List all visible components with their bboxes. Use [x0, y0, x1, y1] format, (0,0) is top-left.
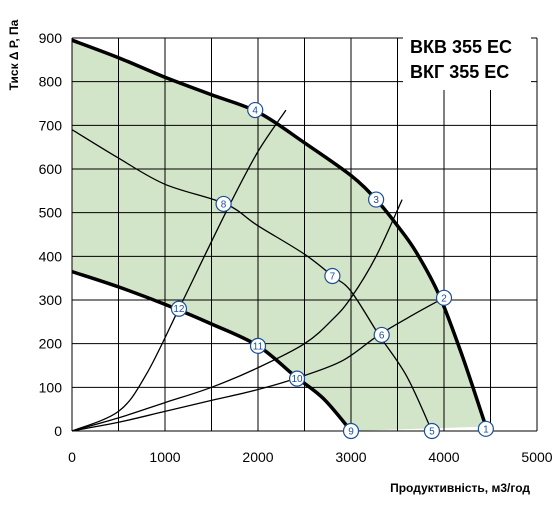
marker-11: 11 [249, 337, 267, 354]
x-axis-title: Продуктивність, м3/год [390, 481, 530, 495]
marker-circle [373, 326, 390, 344]
min-speed-curve [71, 269, 353, 433]
marker-12: 12 [170, 300, 188, 317]
marker-9: 9 [342, 422, 360, 440]
model-label-box [403, 30, 531, 90]
marker-label: 3 [373, 195, 379, 206]
marker-circle [249, 337, 267, 354]
x-tick-label: 0 [68, 449, 76, 465]
x-tick-label: 5000 [521, 449, 552, 465]
performance-curve-2 [71, 199, 403, 432]
performance-curve-4 [71, 297, 445, 432]
y-axis-title: Тиск Δ P, Па [7, 19, 21, 90]
series-layer [71, 109, 445, 432]
marker-10: 10 [288, 370, 306, 387]
y-tick-label: 300 [39, 292, 63, 308]
y-tick-label: 0 [54, 423, 62, 439]
marker-circle [368, 191, 385, 208]
tick-layer: 0 1000 2000 3000 4000 5000 0 100 200 300 400 500 600… [39, 30, 553, 465]
x-tick-label: 2000 [242, 449, 273, 465]
performance-curve-1 [71, 129, 433, 432]
marker-6: 6 [373, 326, 390, 344]
marker-circle [435, 289, 453, 306]
marker-7: 7 [324, 267, 341, 285]
marker-label: 2 [441, 293, 447, 304]
marker-5: 5 [423, 422, 441, 440]
x-tick-label: 1000 [149, 449, 180, 465]
model-title-line-2: ВКГ 355 ЕС [410, 62, 509, 82]
marker-label: 4 [252, 106, 258, 117]
y-tick-label: 400 [39, 248, 63, 264]
y-tick-label: 800 [39, 74, 63, 90]
marker-circle [423, 422, 441, 440]
y-tick-label: 200 [39, 336, 63, 352]
marker-label: 8 [221, 199, 227, 210]
marker-1: 1 [477, 420, 494, 437]
y-tick-label: 600 [39, 161, 63, 177]
marker-4: 4 [247, 101, 264, 119]
marker-circle [170, 300, 188, 317]
operating-area [72, 40, 486, 431]
marker-8: 8 [215, 195, 232, 213]
y-tick-label: 500 [39, 205, 63, 221]
marker-label: 7 [330, 271, 336, 282]
x-tick-label: 4000 [428, 449, 459, 465]
marker-circle [215, 195, 232, 213]
marker-circle [342, 422, 360, 440]
model-title-line-1: ВКВ 355 ЕС [410, 37, 512, 57]
marker-2: 2 [435, 289, 453, 306]
marker-3: 3 [368, 191, 385, 208]
marker-label: 12 [173, 304, 185, 315]
marker-label: 11 [253, 341, 264, 352]
marker-label: 1 [483, 424, 489, 435]
marker-label: 6 [379, 330, 385, 341]
x-tick-label: 3000 [335, 449, 366, 465]
marker-circle [247, 101, 264, 119]
marker-circle [477, 420, 494, 437]
marker-label: 5 [429, 427, 435, 438]
marker-circle [288, 370, 306, 387]
marker-circle [324, 267, 341, 285]
y-tick-label: 900 [39, 30, 63, 46]
y-tick-label: 700 [39, 117, 63, 133]
y-tick-label: 100 [39, 379, 63, 395]
operating-area-layer [72, 40, 486, 431]
marker-label: 10 [291, 374, 303, 385]
marker-label: 9 [348, 427, 354, 438]
performance-curve-3 [71, 109, 287, 432]
